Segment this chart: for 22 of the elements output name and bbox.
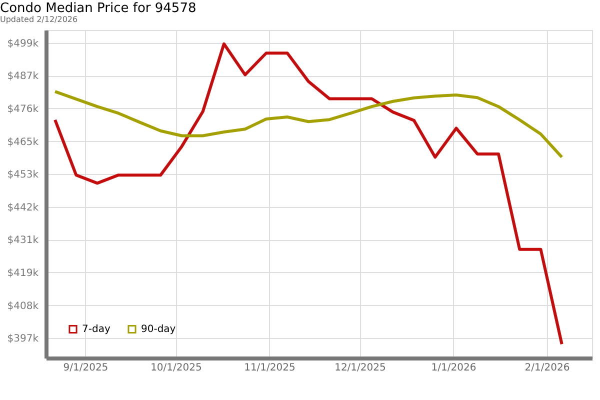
y-tick-label: $465k [7, 136, 39, 148]
x-tick-label: 2/1/2026 [524, 362, 570, 374]
legend-label: 90-day [141, 324, 176, 336]
y-tick-label: $487k [7, 71, 39, 82]
x-tick-label: 9/1/2025 [63, 362, 108, 374]
y-tick-label: $476k [7, 104, 39, 115]
x-tick-label: 10/1/2025 [150, 362, 202, 374]
x-tick-label: 1/1/2026 [431, 362, 476, 374]
chart-subtitle: Updated 2/12/2026 [0, 15, 78, 24]
y-tick-label: $499k [7, 38, 39, 50]
y-tick-label: $442k [7, 202, 39, 214]
x-tick-label: 12/1/2025 [334, 362, 386, 374]
chart-title: Condo Median Price for 94578 [0, 1, 196, 16]
y-tick-label: $431k [7, 235, 39, 246]
y-tick-label: $397k [7, 334, 39, 345]
x-tick-label: 11/1/2025 [244, 362, 296, 374]
legend-label: 7-day [82, 324, 110, 336]
line-series [54, 90, 564, 159]
y-tick-label: $419k [7, 268, 39, 279]
y-tick-label: $453k [7, 170, 39, 181]
line-series [54, 42, 564, 346]
y-tick-label: $408k [7, 300, 39, 312]
